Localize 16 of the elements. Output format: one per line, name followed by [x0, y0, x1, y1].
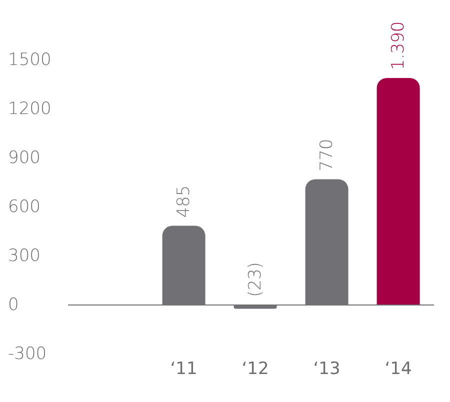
- data-label: 770: [316, 138, 337, 172]
- y-tick-label: 300: [8, 246, 40, 266]
- data-label: 1.390: [388, 21, 408, 70]
- y-tick-label: 600: [8, 197, 40, 217]
- data-label: (23): [245, 262, 266, 297]
- y-tick-label: 0: [8, 295, 19, 315]
- x-tick-label: ‘14: [384, 359, 412, 380]
- y-tick-label: 1500: [8, 50, 52, 70]
- y-tick-label: -300: [8, 344, 47, 364]
- x-tick-label: ‘12: [242, 359, 269, 380]
- x-tick-label: ‘11: [170, 359, 198, 380]
- x-tick-label: ‘13: [313, 359, 340, 380]
- y-tick-label: 1200: [8, 99, 52, 119]
- y-tick-label: 900: [8, 148, 40, 168]
- data-label: 485: [174, 185, 194, 218]
- bar: [376, 78, 420, 305]
